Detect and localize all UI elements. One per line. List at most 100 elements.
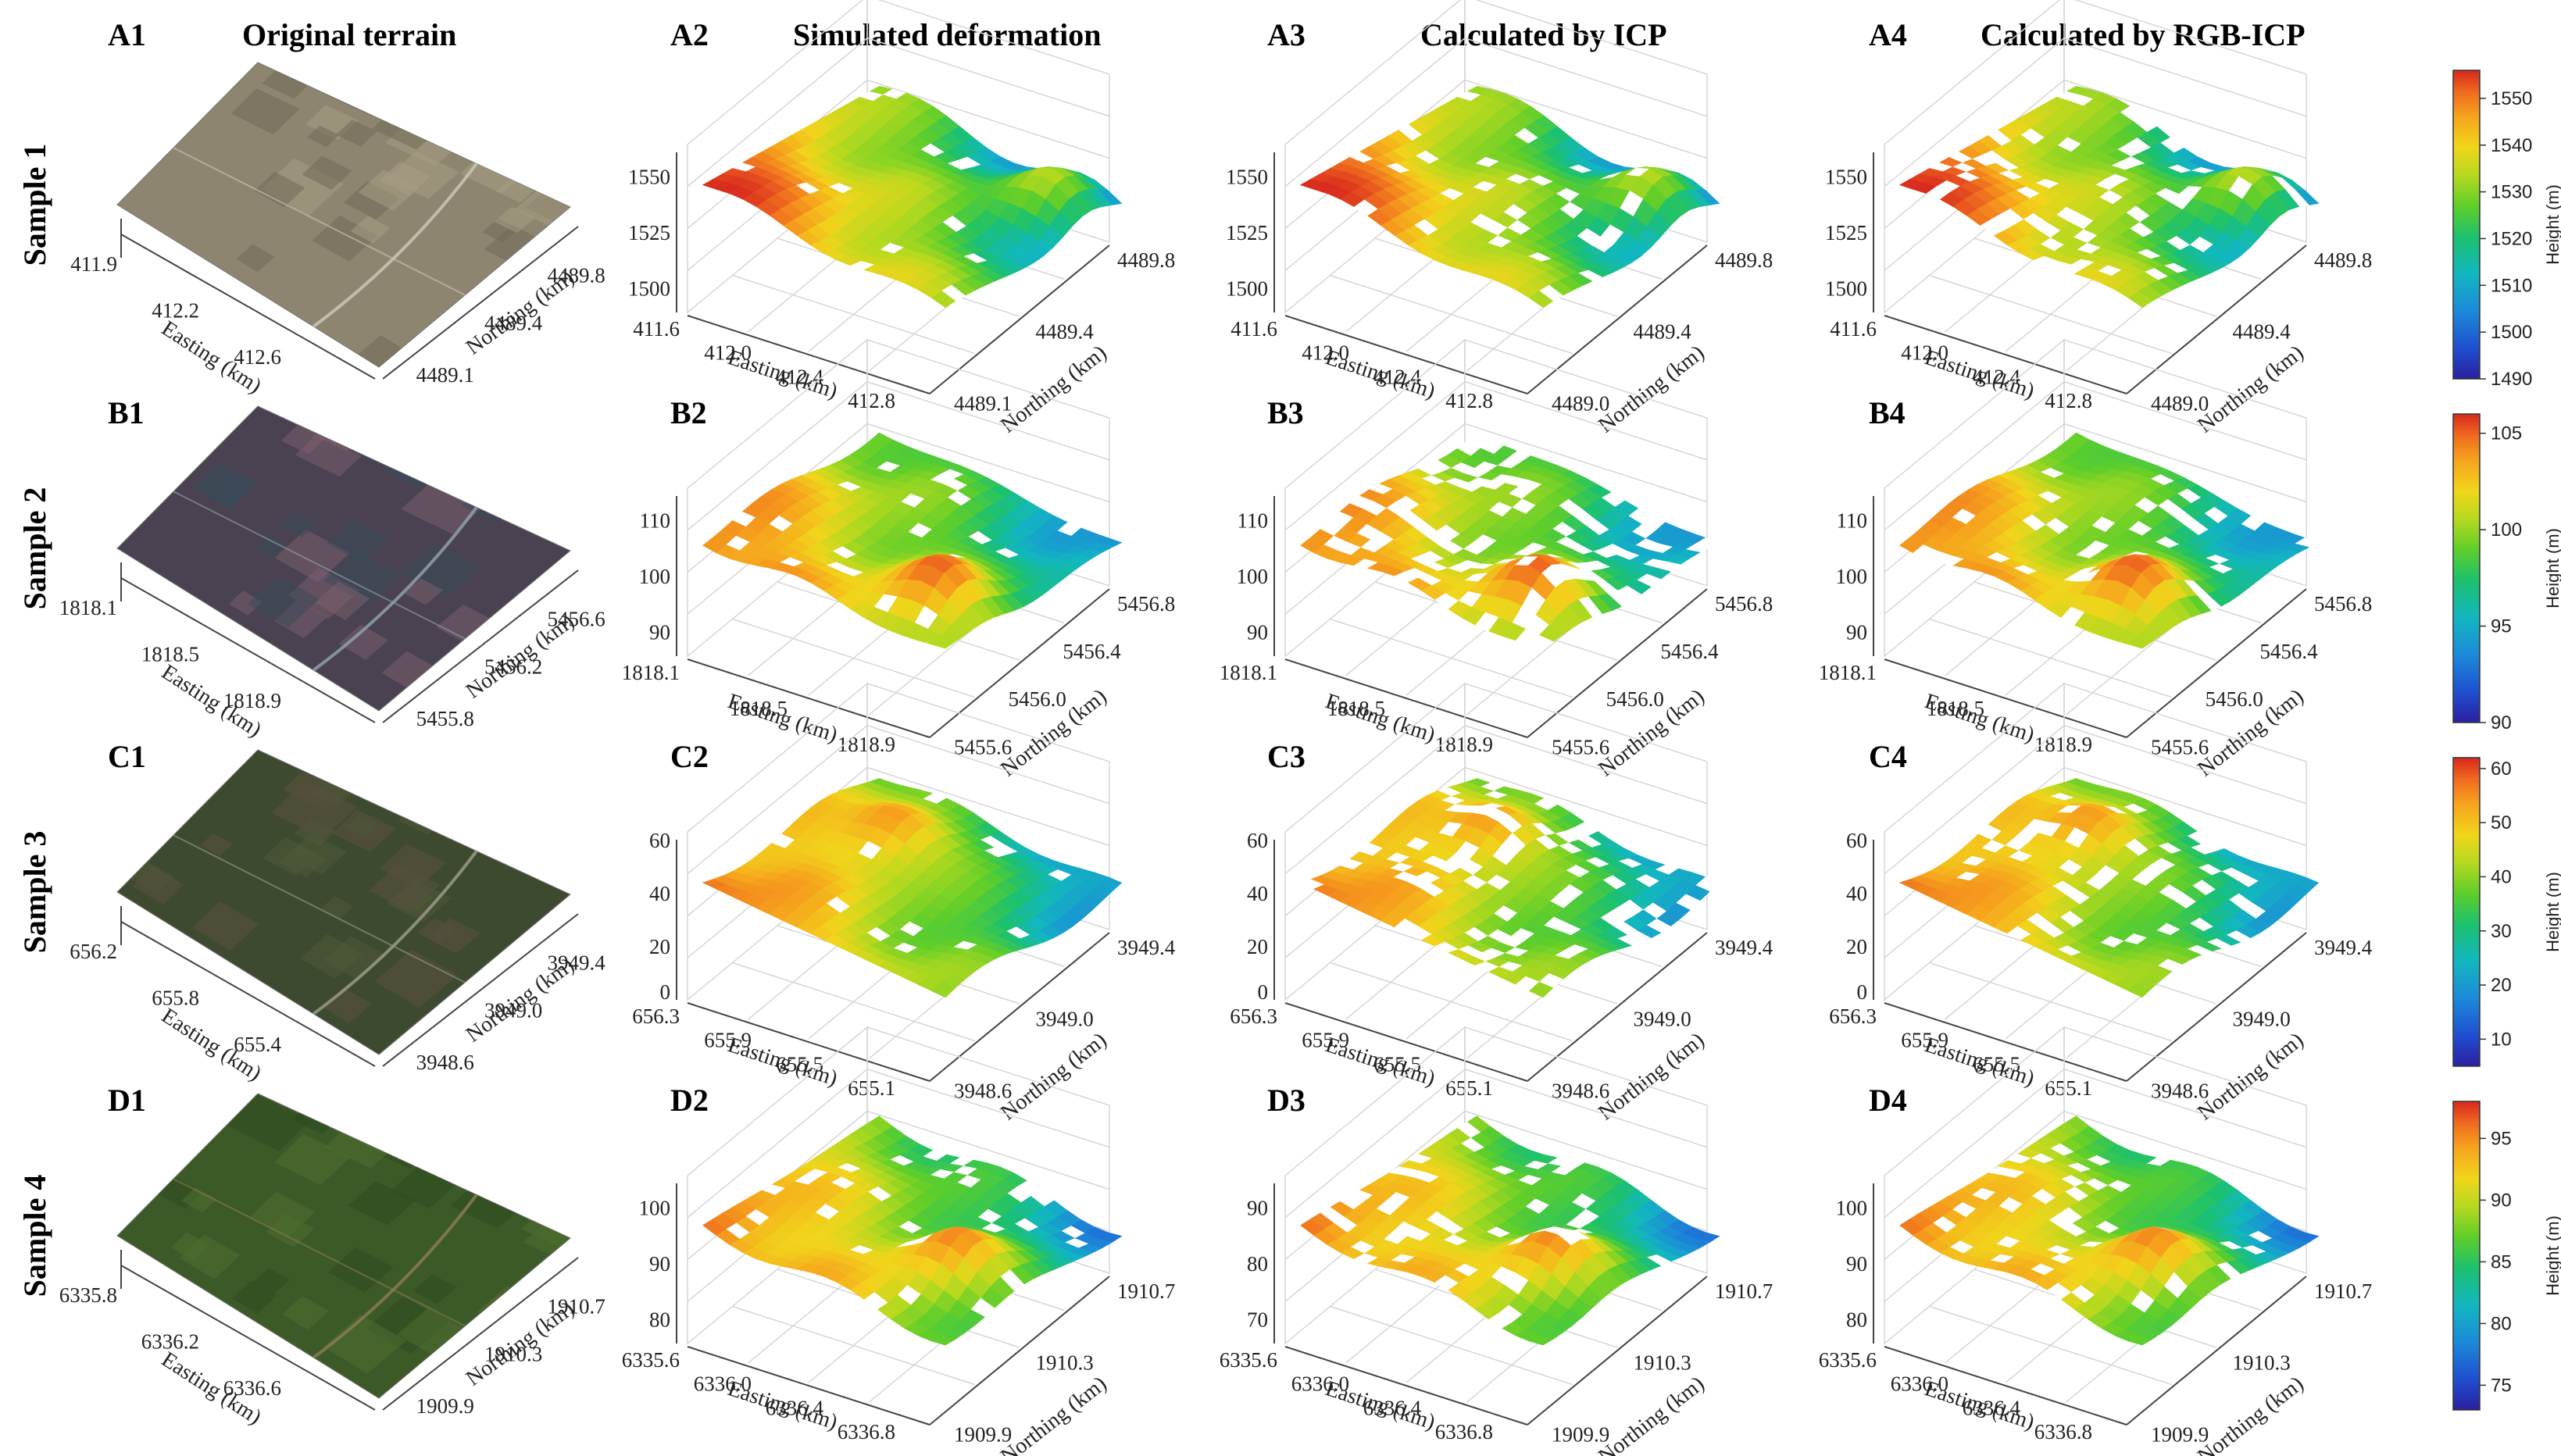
z-tick-label: 0 — [1258, 980, 1269, 1004]
y-axis-label: Northing (km) — [2193, 1028, 2308, 1125]
z-tick-label: 70 — [1247, 1308, 1268, 1331]
y-tick-label: 5456.0 — [2206, 687, 2263, 711]
colorbar-tick-label: 1520 — [2491, 228, 2532, 249]
row-label-4: Sample 4 — [17, 1175, 52, 1297]
row-label-1: Sample 1 — [17, 144, 52, 266]
terrain-patch — [254, 171, 305, 208]
grid-line — [866, 381, 1110, 461]
x-axis-line — [120, 234, 376, 380]
x-tick-label: 1818.5 — [730, 697, 788, 720]
terrain-patch — [201, 463, 256, 503]
terrain-patch — [484, 225, 536, 261]
y-tick-label: 1910.3 — [1036, 1351, 1094, 1375]
y-tick-label: 4489.0 — [2151, 391, 2209, 415]
x-tick-label: 1818.9 — [223, 689, 281, 712]
y-tick-label: 5456.4 — [2259, 640, 2318, 663]
x-tick-label: 411.6 — [633, 317, 680, 341]
surface-mesh — [1898, 85, 2320, 309]
z-tick-label: 40 — [1846, 882, 1867, 905]
x-tick-label: 1818.5 — [141, 643, 199, 666]
terrain-road — [313, 162, 478, 328]
terrain-patch — [231, 88, 300, 135]
colorbar-tick-label: 50 — [2491, 812, 2512, 833]
y-axis-label: Northing (km) — [2193, 341, 2308, 437]
terrain-patch — [302, 155, 352, 191]
terrain-patch — [338, 624, 388, 660]
y-tick-label: 5455.8 — [416, 707, 474, 730]
terrain-patch — [514, 191, 570, 226]
z-tick-label: 20 — [1247, 935, 1268, 958]
y-axis-label: Northing (km) — [996, 1372, 1111, 1456]
terrain-patch — [372, 120, 427, 150]
panel-tag-b4: B4 — [1869, 395, 1906, 430]
x-axis-line — [120, 577, 376, 723]
y-axis-line — [382, 226, 579, 380]
z-tick-label: 80 — [1247, 1252, 1268, 1276]
surface-mesh — [702, 1115, 1123, 1346]
col-title-2: Simulated deformation — [793, 17, 1101, 52]
y-tick-label: 5456.6 — [548, 607, 605, 630]
x-tick-label: 6335.6 — [1220, 1348, 1277, 1372]
y-axis-line — [2126, 244, 2307, 394]
surface-panel-c4: 6040200656.3655.9655.5655.13949.43949.03… — [1829, 682, 2373, 1126]
colorbar-tick-label: 40 — [2491, 866, 2512, 887]
panel-tag-c3: C3 — [1267, 739, 1306, 774]
x-axis-label: Easting (km) — [1323, 1376, 1438, 1434]
terrain-boundary — [173, 491, 466, 640]
panel-tag-b1: B1 — [108, 395, 145, 430]
surface-panel-a3: 1550 1525 1500 411.6 412.0 412.4 412.8 4489.8 44… — [1226, 0, 1773, 438]
y-tick-label: 5455.6 — [954, 735, 1012, 758]
surface-panel-a4: 1550 1525 1500 411.6 412.0 412.4 412.8 4489.8 44… — [1825, 0, 2372, 438]
terrain-patch — [461, 501, 502, 523]
y-tick-label: 1910.3 — [2233, 1351, 2291, 1375]
x-tick-label: 1818.9 — [838, 733, 895, 756]
y-tick-label: 4489.8 — [1715, 248, 1773, 272]
x-tick-label: 1818.1 — [1819, 661, 1877, 684]
z-tick-label: 60 — [649, 829, 670, 852]
y-tick-label: 4489.4 — [1036, 320, 1095, 344]
y-tick-label: 3948.6 — [954, 1079, 1012, 1102]
colorbar-tick-label: 100 — [2491, 519, 2522, 541]
colorbar-tick-label: 1500 — [2491, 322, 2532, 343]
z-tick-label: 1525 — [1825, 221, 1867, 244]
colorbar-tick-label: 1510 — [2491, 275, 2532, 296]
terrain-patch — [318, 435, 351, 451]
y-tick-label: 4489.4 — [484, 312, 543, 335]
z-tick-label: 20 — [649, 935, 670, 958]
y-tick-label: 5456.4 — [1660, 640, 1719, 663]
row-labels: Sample 1 Sample 2 Sample 3 Sample 4 — [17, 144, 52, 1297]
panel-tag-b3: B3 — [1267, 395, 1304, 430]
terrain-patch — [388, 469, 427, 489]
x-axis-label: Easting (km) — [725, 1033, 841, 1090]
colorbar-tick-label: 1550 — [2491, 88, 2532, 109]
colorbar-1: 1550 1540 1530 1520 1510 1500 1490 Height (m) — [2452, 70, 2561, 390]
y-tick-label: 1909.9 — [954, 1422, 1012, 1446]
grid-line — [2063, 37, 2307, 117]
x-tick-label: 412.4 — [776, 365, 823, 388]
x-tick-label: 412.8 — [848, 389, 895, 412]
y-tick-label: 5455.6 — [1552, 735, 1609, 758]
y-axis-label: Northing (km) — [1594, 1372, 1709, 1456]
grid-line — [1284, 37, 1466, 187]
z-tick-label: 20 — [1846, 935, 1867, 958]
terrain-patch — [336, 120, 377, 147]
panel-tags: B1 B2 B3 B4 C1 C2 C3 C4 D1 D2 D3 D4 — [108, 395, 1907, 1118]
y-tick-label: 5456.8 — [1117, 592, 1175, 616]
terrain-patch — [280, 511, 319, 537]
x-tick-label: 412.6 — [234, 345, 281, 369]
terrain-patch — [280, 424, 327, 455]
z-tick-label: 110 — [640, 509, 671, 532]
x-tick-label: 656.3 — [1829, 1005, 1877, 1028]
y-tick-label: 3949.4 — [2314, 936, 2373, 959]
surface-mesh — [1899, 1115, 2320, 1346]
col-tag-3: A3 — [1267, 17, 1306, 52]
grid-line — [687, 381, 868, 531]
colorbar-label: Height (m) — [2543, 184, 2561, 265]
y-axis-line — [929, 244, 1110, 394]
terrain-patch — [358, 170, 420, 211]
colorbar-2: 105 100 95 90 Height (m) — [2452, 413, 2561, 733]
z-tick-label: 1500 — [1825, 277, 1867, 300]
y-axis-label: Northing (km) — [1594, 1028, 1709, 1125]
z-tick-label: 1500 — [1226, 277, 1268, 300]
